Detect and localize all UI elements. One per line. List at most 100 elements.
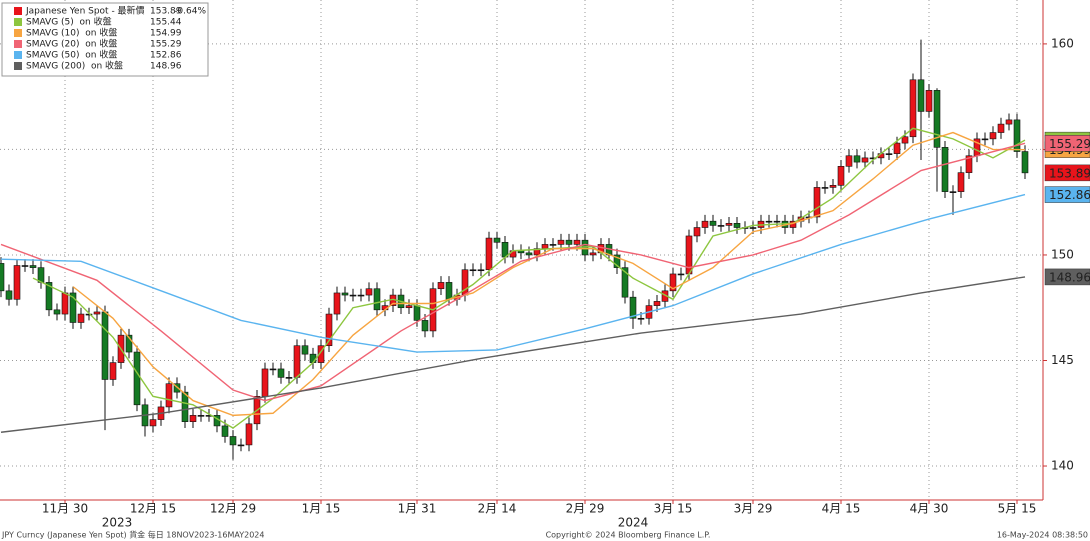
x-tick-label: 4月 15 (822, 502, 861, 516)
candle-body (437, 282, 445, 290)
candle-body (981, 138, 989, 141)
candle-body (693, 227, 701, 237)
legend-label: SMAVG (20) on 收盤 (26, 38, 117, 50)
x-tick-label: 1月 31 (398, 502, 437, 516)
candle-body (53, 309, 61, 315)
candle-body (229, 436, 237, 446)
candle-body (829, 185, 837, 188)
candle-body (349, 294, 357, 297)
candle-body (37, 267, 45, 283)
y-tick-label: 150 (1051, 247, 1074, 261)
candle-body (245, 423, 253, 446)
y-tick-label: 140 (1051, 459, 1074, 473)
candle-body (701, 220, 709, 228)
ma-last-box (1044, 268, 1090, 286)
candle-body (285, 377, 293, 379)
x-tick-label: 5月 15 (998, 502, 1037, 516)
candle-body (845, 155, 853, 167)
ma-last-box (1044, 135, 1090, 152)
candle-body (861, 157, 869, 163)
plot-area (0, 39, 1029, 460)
candle-body (677, 273, 685, 276)
ma-last-box (1044, 186, 1090, 203)
candle-body (621, 267, 629, 298)
candle-body (717, 225, 725, 227)
ma-line (0, 193, 1026, 353)
candle-body (181, 391, 189, 422)
x-tick-label: 12月 29 (210, 502, 256, 516)
legend-swatch (14, 18, 22, 26)
x-tick-label: 4月 30 (910, 502, 949, 516)
candle-body (765, 220, 773, 223)
candle-body (709, 220, 717, 226)
candle-body (301, 345, 309, 355)
candle-body (965, 155, 973, 173)
candle-body (477, 269, 485, 272)
legend-label: SMAVG (5) on 收盤 (26, 16, 112, 28)
candle-body (341, 292, 349, 296)
candle-body (573, 239, 581, 245)
candle-body (1013, 119, 1021, 152)
candle-body (565, 239, 573, 245)
legend-label: SMAVG (50) on 收盤 (26, 49, 117, 61)
candle-body (101, 311, 109, 380)
candle-body (77, 313, 85, 323)
candle-body (813, 187, 821, 218)
candle-body (317, 345, 325, 363)
ma-line (32, 127, 1026, 429)
candle-body (885, 153, 893, 155)
candle-body (493, 237, 501, 243)
candle-body (149, 419, 157, 427)
candle-body (957, 172, 965, 192)
candle-body (893, 142, 901, 154)
candle-body (773, 220, 781, 223)
candle-body (733, 223, 741, 228)
candle-body (445, 282, 453, 300)
legend-swatch (14, 40, 22, 48)
candle-body (237, 444, 245, 447)
candle-body (421, 320, 429, 332)
candle-body (45, 282, 53, 311)
candle-body (413, 305, 421, 321)
legend-box (1, 2, 209, 77)
candle-body (13, 265, 21, 300)
candle-body (997, 123, 1005, 133)
candle-body (261, 368, 269, 397)
candle-body (909, 79, 917, 138)
legend-label: Japanese Yen Spot - 最新價 (25, 5, 145, 17)
candle-body (309, 353, 317, 363)
legend-value: 152.86 (150, 51, 182, 61)
y-tick-label: 160 (1051, 36, 1074, 50)
legend-swatch (14, 29, 22, 37)
candle-body (333, 292, 341, 315)
candle-body (269, 368, 277, 371)
candle-body (557, 239, 565, 245)
candle-body (189, 415, 197, 422)
candle-body (589, 252, 597, 256)
candle-body (669, 273, 677, 292)
candle-body (933, 90, 941, 148)
x-tick-label: 1月 15 (302, 502, 341, 516)
candle-body (165, 383, 173, 408)
legend-swatch (14, 51, 22, 59)
ma-line (72, 131, 1026, 417)
candle-body (405, 305, 413, 309)
candle-body (941, 147, 949, 192)
candle-body (357, 294, 365, 297)
candle-body (629, 296, 637, 319)
legend-label: SMAVG (10) on 收盤 (26, 27, 117, 39)
legend-label: SMAVG (200) on 收盤 (26, 60, 123, 72)
candle-body (109, 362, 117, 380)
candle-body (21, 265, 29, 267)
candle-body (917, 79, 925, 112)
candle-body (293, 345, 301, 378)
candle-body (373, 288, 381, 311)
candle-body (0, 263, 5, 292)
x-tick-label: 3月 29 (734, 502, 773, 516)
legend-swatch (14, 62, 22, 70)
candle-body (653, 301, 661, 306)
candle-body (485, 237, 493, 271)
